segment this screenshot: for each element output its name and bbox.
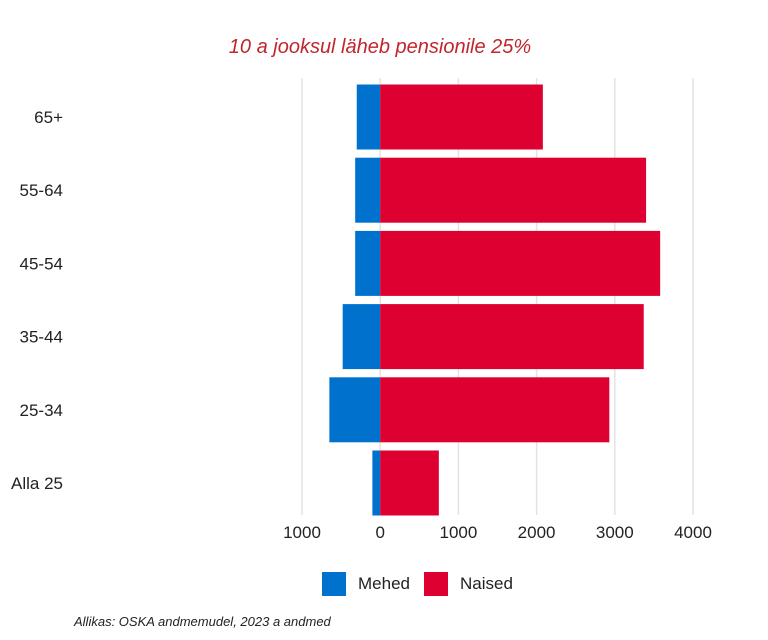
x-tick-label: 1000 bbox=[283, 523, 321, 542]
chart-title: 10 a jooksul läheb pensionile 25% bbox=[229, 36, 531, 58]
bar-mehed bbox=[342, 304, 381, 370]
legend-label-naised: Naised bbox=[460, 574, 513, 593]
source-note: Allikas: OSKA andmemudel, 2023 a andmed bbox=[74, 614, 331, 629]
legend: Mehed Naised bbox=[0, 570, 768, 600]
bar-mehed bbox=[355, 157, 381, 223]
x-tick-label: 1000 bbox=[439, 523, 477, 542]
grid-lines bbox=[301, 78, 694, 515]
legend-swatch-naised bbox=[424, 572, 448, 596]
bar-mehed bbox=[372, 450, 381, 516]
bar-naised bbox=[380, 377, 610, 443]
legend-label-mehed: Mehed bbox=[358, 574, 410, 593]
x-tick-label: 2000 bbox=[518, 523, 556, 542]
category-label: 25-34 bbox=[20, 401, 63, 420]
bar-naised bbox=[380, 157, 647, 223]
x-tick-label: 3000 bbox=[596, 523, 634, 542]
legend-item-naised: Naised bbox=[424, 570, 513, 598]
bars bbox=[329, 84, 661, 516]
category-label: 65+ bbox=[34, 108, 63, 127]
x-tick-label: 0 bbox=[375, 523, 384, 542]
category-label: 55-64 bbox=[20, 181, 63, 200]
x-tick-labels: 1000 0 1000 2000 3000 4000 bbox=[283, 523, 712, 542]
bar-naised bbox=[380, 84, 543, 150]
legend-swatch-mehed bbox=[322, 572, 346, 596]
category-label: 35-44 bbox=[20, 328, 63, 347]
category-label: Alla 25 bbox=[11, 474, 63, 493]
bar-naised bbox=[380, 230, 661, 296]
bar-mehed bbox=[355, 230, 381, 296]
category-labels: 65+ 55-64 45-54 35-44 25-34 Alla 25 bbox=[11, 108, 63, 493]
bar-mehed bbox=[329, 377, 381, 443]
bar-naised bbox=[380, 304, 644, 370]
category-label: 45-54 bbox=[20, 254, 63, 273]
x-tick-label: 4000 bbox=[674, 523, 712, 542]
legend-item-mehed: Mehed bbox=[322, 570, 410, 598]
bar-naised bbox=[380, 450, 439, 516]
bar-mehed bbox=[356, 84, 381, 150]
